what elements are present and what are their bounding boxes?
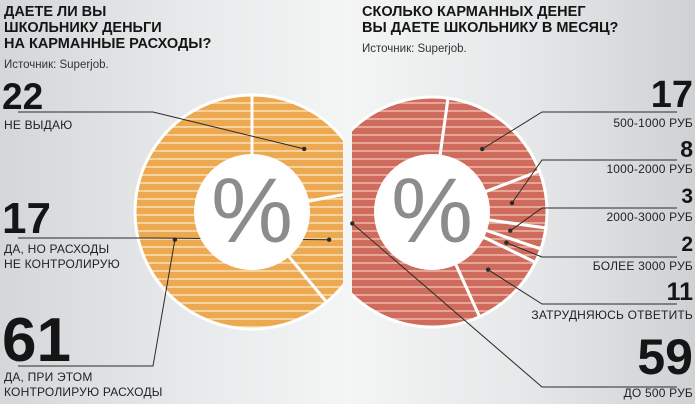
left-chart-source: Источник: Superjob.	[4, 59, 109, 71]
pie-1-leader-3	[506, 242, 677, 258]
pie-0-leader-0	[18, 111, 305, 150]
pie-0-leader-2	[18, 239, 176, 367]
right-chart-source: Источник: Superjob.	[362, 43, 467, 55]
right-label-3: БОЛЕЕ 3000 РУБ	[592, 259, 693, 273]
left-label-2: ДА, ПРИ ЭТОМ КОНТРОЛИРУЮ РАСХОДЫ	[4, 370, 163, 399]
pie-1-leader-5	[351, 223, 677, 388]
pie-centers: %%	[194, 154, 490, 270]
left-chart-title: ДАЕТЕ ЛИ ВЫ ШКОЛЬНИКУ ДЕНЬГИ НА КАРМАННЫ…	[4, 4, 212, 52]
pie-1-leader-dot-1	[509, 200, 515, 206]
pie-1-leader-dot-0	[480, 146, 485, 152]
right-value-1: 8	[680, 136, 693, 162]
right-label-0: 500-1000 РУБ	[613, 116, 693, 130]
right-value-3: 2	[681, 233, 693, 256]
left-label-1: ДА, НО РАСХОДЫ НЕ КОНТРОЛИРУЮ	[4, 242, 120, 271]
right-value-5: 59	[637, 329, 693, 385]
left-value-1: 17	[2, 194, 51, 243]
pie-1-leader-dot-3	[504, 240, 509, 245]
left-label-0: НЕ ВЫДАЮ	[4, 118, 73, 132]
pie-0-percent-symbol: %	[211, 160, 293, 262]
right-label-5: ДО 500 РУБ	[623, 386, 693, 400]
pie-1-center-disc	[374, 154, 490, 270]
pie-1-leader-0	[481, 111, 677, 150]
right-label-1: 1000-2000 РУБ	[606, 162, 693, 176]
left-value-2: 61	[2, 306, 71, 375]
pie-0-leader-dot-0	[302, 146, 307, 152]
right-label-4: ЗАТРУДНЯЮСЬ ОТВЕТИТЬ	[531, 308, 693, 322]
left-value-0: 22	[2, 76, 44, 117]
pie-1-leader-2	[510, 207, 677, 232]
right-chart-title: СКОЛЬКО КАРМАННЫХ ДЕНЕГ ВЫ ДАЕТЕ ШКОЛЬНИ…	[362, 4, 619, 36]
right-value-4: 11	[666, 278, 693, 306]
pie-1-leader-dot-2	[508, 228, 513, 233]
right-value-2: 3	[681, 185, 693, 208]
pie-1-leader-4	[487, 269, 677, 305]
pie-0-leader-dot-1	[326, 237, 332, 242]
pie-1-leader-dot-4	[485, 267, 491, 272]
pie-0-center-disc	[194, 154, 310, 270]
pie-1-leader-dot-5	[350, 221, 355, 226]
pie-0-leader-dot-2	[172, 237, 178, 242]
pie-1-percent-symbol: %	[391, 160, 473, 262]
leader-lines	[18, 111, 677, 388]
pie-1-leader-1	[511, 159, 677, 204]
right-value-0: 17	[650, 74, 693, 116]
right-label-2: 2000-3000 РУБ	[606, 210, 693, 224]
